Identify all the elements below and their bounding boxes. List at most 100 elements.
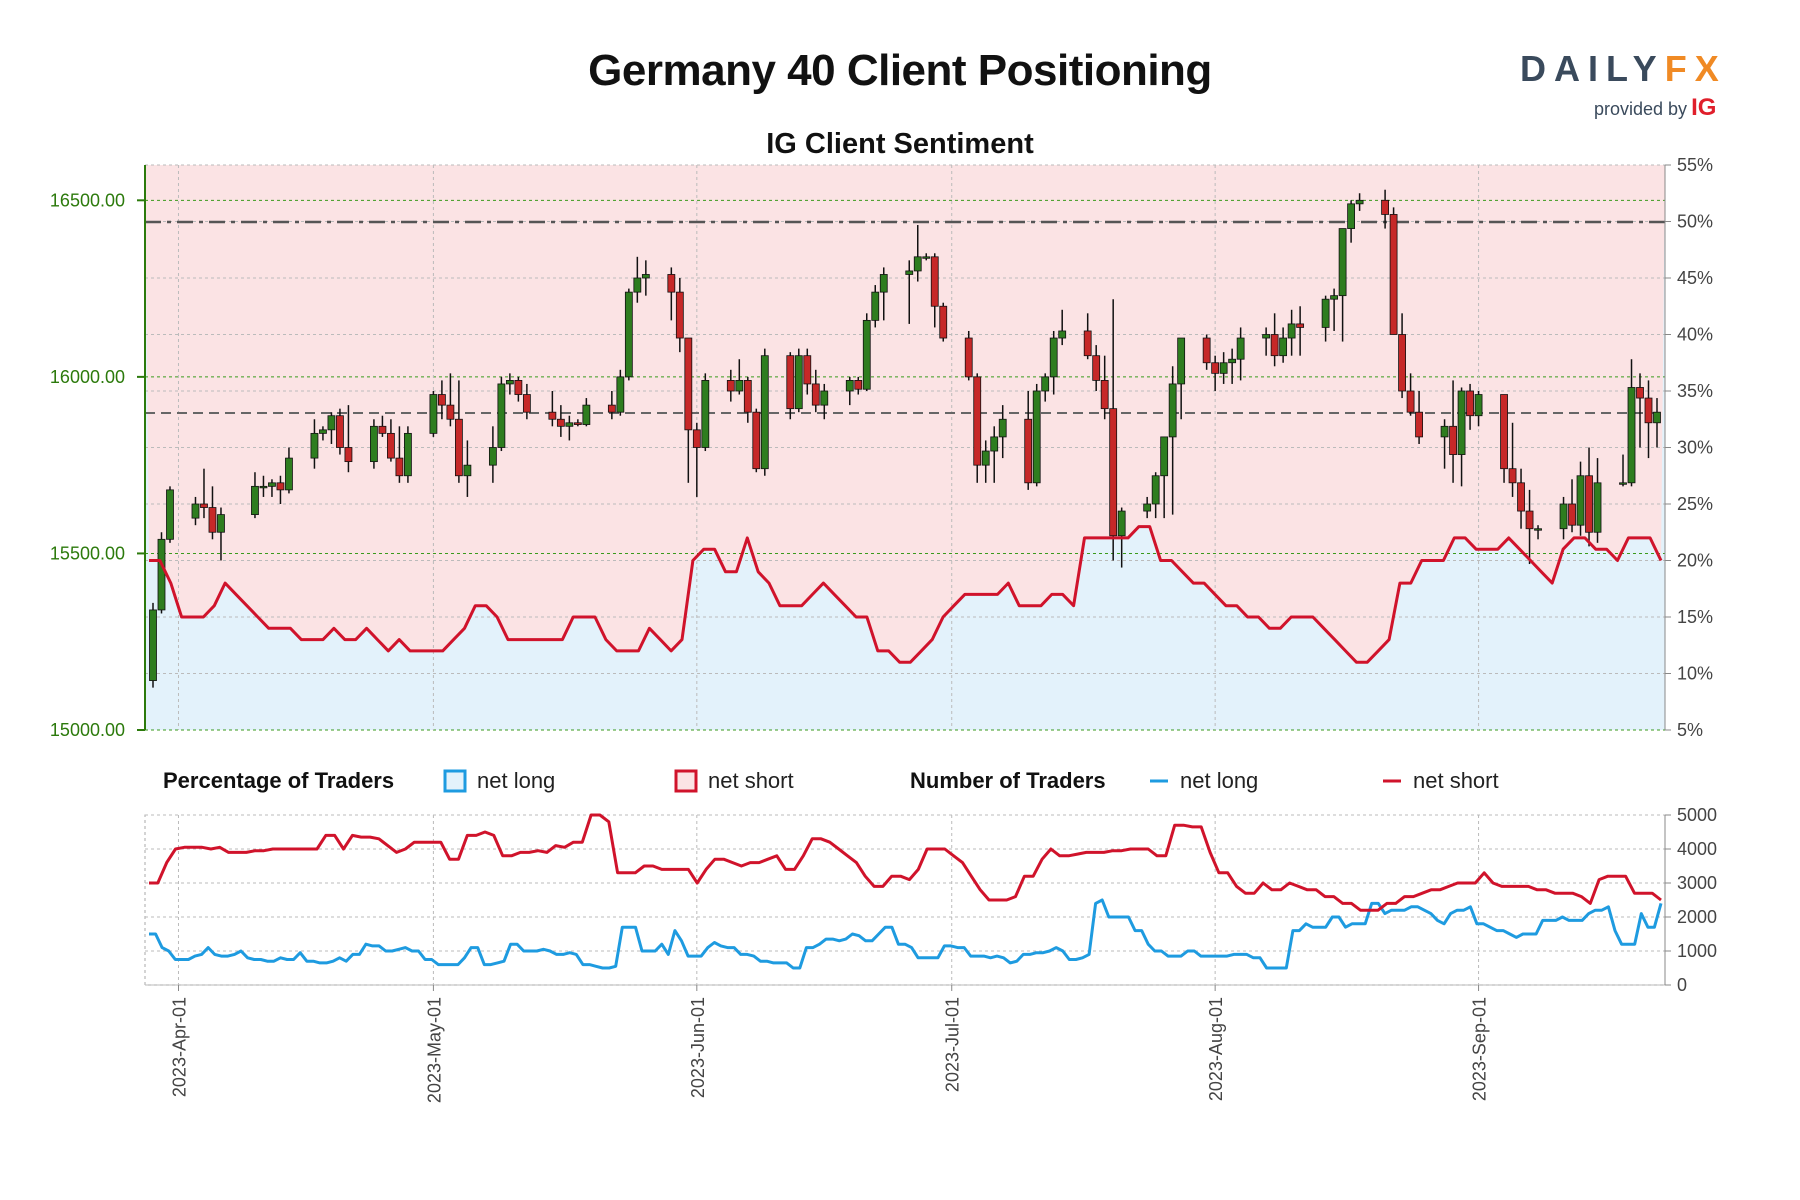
count-tick-label: 1000: [1677, 941, 1717, 961]
candle-body: [1160, 436, 1169, 477]
candlestick-series: [149, 189, 1661, 688]
pct-tick-label: 35%: [1677, 381, 1713, 401]
candle-body: [930, 256, 939, 307]
candle-body: [1517, 482, 1525, 512]
candle-body: [1627, 387, 1636, 484]
candle-body: [1117, 510, 1126, 537]
upper-grid: [145, 164, 1665, 731]
candle-body: [251, 485, 259, 515]
candle-body: [514, 380, 523, 395]
net-short-pct-line: [149, 525, 1663, 664]
candle-body: [200, 503, 208, 508]
candle-body: [786, 355, 795, 410]
candle-body: [1168, 383, 1177, 438]
candle-body: [166, 489, 174, 540]
candle-body: [259, 485, 268, 489]
candle-body: [624, 291, 633, 378]
candle-body: [1228, 358, 1237, 364]
pct-tick-label: 30%: [1677, 438, 1713, 458]
candle-body: [1398, 334, 1406, 392]
candle-body: [191, 503, 200, 519]
candle-body: [1389, 214, 1398, 335]
candle-body: [1500, 394, 1508, 470]
candle-body: [1534, 528, 1542, 531]
date-axis-ticks: 2023-Apr-01 2023-May-01 2023-Jun-01 2023-Ju…: [169, 985, 1490, 1103]
candle-body: [548, 411, 557, 420]
candle-body: [1270, 334, 1279, 357]
candle-body: [454, 418, 463, 477]
candle-body: [1202, 337, 1211, 364]
candle-body: [692, 429, 701, 448]
count-tick-label: 2000: [1677, 907, 1717, 927]
candle-body: [1508, 468, 1517, 484]
candle-body: [429, 394, 438, 434]
candle-body: [1177, 337, 1186, 385]
candle-body: [395, 457, 404, 477]
candle-body: [667, 274, 676, 293]
price-panel: 15000.00 15500.00 16000.00 16500.00 5% 10% 15…: [50, 155, 1713, 740]
candle-body: [285, 457, 293, 491]
candle-body: [1058, 330, 1067, 339]
candle-body: [862, 319, 871, 390]
candle-body: [871, 291, 880, 321]
candle-body: [1355, 199, 1364, 205]
candle-body: [268, 482, 276, 487]
price-axis-ticks: 15000.00 15500.00 16000.00 16500.00: [50, 190, 145, 740]
candle-body: [684, 337, 693, 431]
candle-body: [1585, 475, 1593, 533]
lower-frame: [144, 814, 1666, 986]
candle-body: [760, 355, 769, 470]
candle-body: [1593, 482, 1602, 533]
candle-body: [1406, 390, 1415, 413]
candle-body: [922, 256, 931, 259]
candle-body: [845, 380, 854, 392]
candle-body: [1381, 199, 1389, 215]
candle-body: [327, 415, 336, 431]
pct-tick-label: 10%: [1677, 664, 1713, 684]
candle-body: [981, 450, 990, 466]
legend-num-long: net long: [1180, 768, 1258, 793]
candle-body: [319, 429, 327, 434]
net-short-count-line: [149, 813, 1662, 912]
candle-body: [370, 425, 378, 463]
candle-body: [344, 447, 353, 463]
candle-body: [1100, 380, 1109, 410]
candle-body: [973, 376, 982, 466]
candle-body: [998, 418, 1007, 438]
candle-body: [1024, 418, 1033, 484]
candle-body: [1219, 362, 1228, 374]
ig-logo: IG: [1691, 94, 1717, 121]
legend-pct-short-swatch: [674, 769, 698, 793]
candle-body: [752, 411, 761, 470]
candle-body: [497, 383, 506, 448]
candle-body: [1143, 503, 1152, 512]
pct-tick-label: 50%: [1677, 212, 1713, 232]
candle-body: [1296, 323, 1305, 328]
candle-body: [1474, 394, 1483, 417]
legend-num-short: net short: [1413, 768, 1499, 793]
candle-body: [310, 432, 319, 459]
price-tick-label: 16500.00: [50, 190, 125, 210]
candle-body: [803, 355, 812, 385]
price-tick-label: 16000.00: [50, 367, 125, 387]
candle-body: [1321, 298, 1330, 328]
provided-by-text: provided by IG: [1594, 94, 1716, 122]
candle-body: [879, 274, 888, 293]
legend-num-title: Number of Traders: [910, 768, 1106, 793]
price-tick-label: 15000.00: [50, 720, 125, 740]
candle-body: [276, 482, 285, 491]
candle-body: [905, 270, 914, 275]
candle-body: [1347, 203, 1356, 229]
pct-tick-label: 25%: [1677, 494, 1713, 514]
chart-subtitle: IG Client Sentiment: [766, 128, 1034, 160]
candle-body: [582, 404, 591, 425]
candle-body: [1109, 408, 1118, 537]
candle-body: [1032, 390, 1041, 484]
count-tick-label: 3000: [1677, 873, 1717, 893]
candle-body: [1287, 323, 1296, 339]
candle-body: [743, 380, 752, 413]
date-tick-label: 2023-Apr-01: [169, 997, 189, 1097]
candle-body: [565, 422, 574, 427]
candle-body: [488, 447, 497, 466]
logo-daily: DAILY: [1520, 48, 1665, 89]
